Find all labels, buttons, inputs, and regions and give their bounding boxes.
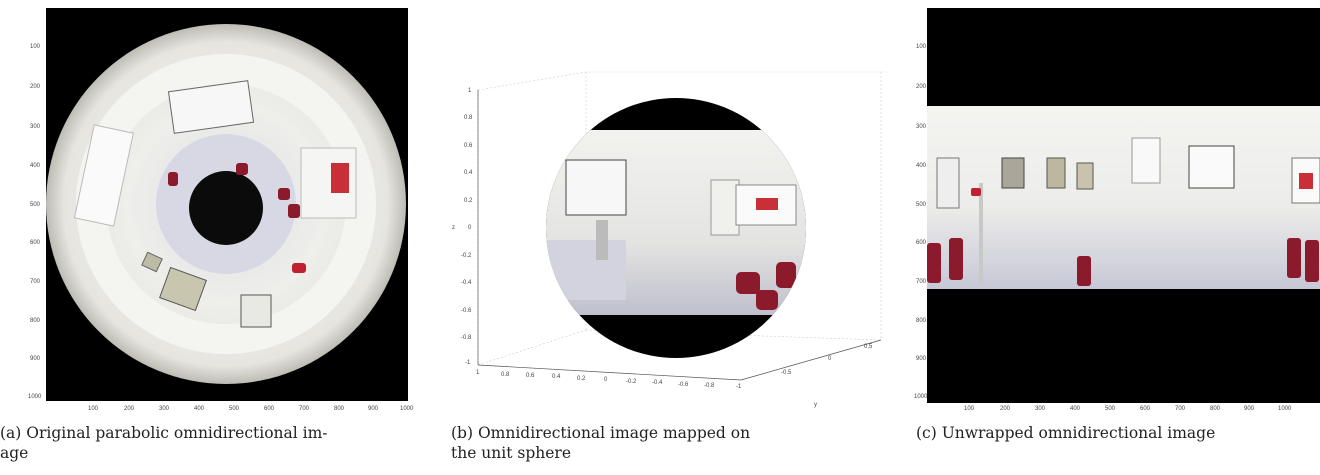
- y-tick: 100: [916, 44, 927, 50]
- x-tick: -0.6: [678, 382, 689, 388]
- caption-line: (c) Unwrapped omnidirectional image: [916, 424, 1216, 442]
- y-tick: 200: [30, 84, 41, 90]
- caption-line: (b) Omnidirectional image mapped on: [451, 424, 751, 442]
- x-tick: 100: [964, 406, 975, 412]
- x-tick: 100: [88, 406, 99, 412]
- z-tick: -1: [465, 360, 471, 366]
- x-tick: 200: [1000, 406, 1011, 412]
- x-tick: 300: [1035, 406, 1046, 412]
- caption-line: age: [0, 444, 29, 462]
- y-tick: 500: [916, 202, 927, 208]
- z-tick: 0: [468, 225, 472, 231]
- z-axis-label: z: [452, 225, 455, 231]
- y-tick: 1000: [28, 394, 42, 400]
- unwrapped-omni-image: [927, 8, 1320, 403]
- x-tick: 1000: [1278, 406, 1292, 412]
- caption-line: (a) Original parabolic omnidirectional i…: [0, 424, 328, 442]
- x-tick: 1: [476, 370, 480, 376]
- y-tick: 400: [916, 163, 927, 169]
- x-tick: 900: [368, 406, 379, 412]
- x-tick: 500: [229, 406, 240, 412]
- caption-b: (b) Omnidirectional image mapped on the …: [451, 423, 881, 463]
- x-tick: 0.8: [501, 372, 510, 378]
- x-tick: 800: [1210, 406, 1221, 412]
- y-tick: -0.5: [781, 370, 792, 376]
- y-tick: 400: [30, 163, 41, 169]
- x-tick: 600: [1140, 406, 1151, 412]
- z-tick: 0.2: [464, 198, 473, 204]
- parabolic-omni-image: [46, 8, 408, 401]
- y-tick: 600: [30, 240, 41, 246]
- y-tick: 800: [30, 318, 41, 324]
- z-tick: -0.6: [461, 308, 472, 314]
- x-tick: -0.4: [652, 380, 663, 386]
- x-tick: 500: [1105, 406, 1116, 412]
- y-tick: 300: [30, 124, 41, 130]
- x-tick: 0.2: [577, 376, 586, 382]
- x-tick: 300: [159, 406, 170, 412]
- caption-c: (c) Unwrapped omnidirectional image: [916, 423, 1320, 443]
- x-tick: 600: [264, 406, 275, 412]
- y-tick: 0: [828, 356, 832, 362]
- y-tick: 800: [916, 318, 927, 324]
- caption-a: (a) Original parabolic omnidirectional i…: [0, 423, 440, 463]
- y-tick: 700: [30, 279, 41, 285]
- y-tick: 500: [30, 202, 41, 208]
- x-tick: 400: [194, 406, 205, 412]
- x-tick: 900: [1244, 406, 1255, 412]
- z-tick: 1: [468, 88, 472, 94]
- x-tick: 200: [124, 406, 135, 412]
- x-tick: 0.6: [526, 373, 535, 379]
- y-tick: 1000: [914, 394, 928, 400]
- y-tick: 700: [916, 279, 927, 285]
- panel-b: 1 0.8 0.6 0.4 0.2 0 -0.2 -0.4 -0.6 -0.8 …: [446, 0, 886, 475]
- unit-sphere-plot: [477, 71, 886, 381]
- caption-line: the unit sphere: [451, 444, 572, 462]
- x-tick: -0.8: [704, 383, 715, 389]
- z-tick: -0.8: [461, 335, 472, 341]
- y-tick: 900: [916, 356, 927, 362]
- x-tick: -0.2: [626, 379, 637, 385]
- x-tick: 400: [1070, 406, 1081, 412]
- x-tick: 700: [1175, 406, 1186, 412]
- y-tick: 200: [916, 84, 927, 90]
- y-tick: 100: [30, 44, 41, 50]
- y-axis-label: y: [814, 402, 817, 408]
- z-tick: -0.4: [461, 280, 472, 286]
- panel-a: 100 200 300 400 500 600 700 800 900 1000: [0, 0, 440, 475]
- x-tick: 800: [334, 406, 345, 412]
- y-tick: 300: [916, 124, 927, 130]
- z-tick: 0.8: [464, 115, 473, 121]
- y-tick: -1: [736, 384, 742, 390]
- x-tick: 0: [604, 377, 608, 383]
- x-tick: 1000: [400, 406, 414, 412]
- x-tick: 700: [299, 406, 310, 412]
- y-tick: 900: [30, 356, 41, 362]
- y-tick: 600: [916, 240, 927, 246]
- y-tick: 0.5: [864, 344, 873, 350]
- z-tick: -0.2: [461, 253, 472, 259]
- panel-c: 100 200 300 400 500 600 700 800 900 1000: [896, 0, 1320, 475]
- z-tick: 0.4: [464, 170, 473, 176]
- x-tick: 0.4: [552, 374, 561, 380]
- z-tick: 0.6: [464, 143, 473, 149]
